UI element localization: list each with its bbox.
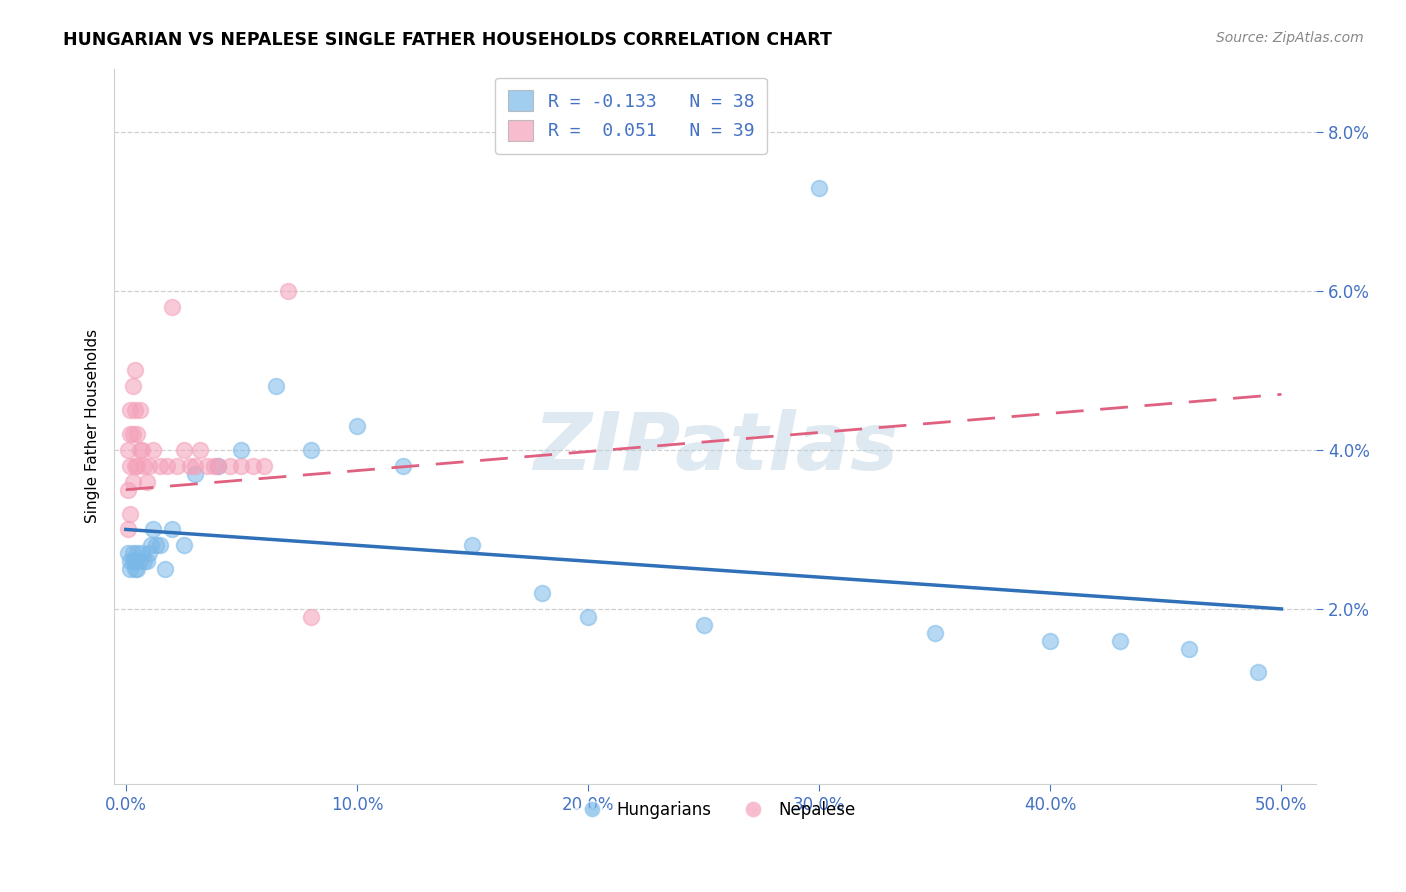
Point	[173, 442, 195, 457]
Text: ZIPatlas: ZIPatlas	[533, 409, 897, 486]
Point	[127, 427, 149, 442]
Point	[692, 617, 714, 632]
Point	[145, 538, 167, 552]
Point	[117, 442, 139, 457]
Point	[124, 363, 146, 377]
Point	[120, 403, 142, 417]
Point	[173, 538, 195, 552]
Point	[392, 458, 415, 473]
Point	[124, 562, 146, 576]
Point	[808, 180, 831, 194]
Point	[160, 300, 183, 314]
Point	[149, 458, 172, 473]
Point	[156, 458, 179, 473]
Point	[138, 546, 160, 560]
Point	[120, 458, 142, 473]
Point	[277, 284, 299, 298]
Point	[120, 554, 142, 568]
Point	[207, 458, 229, 473]
Point	[127, 546, 149, 560]
Point	[131, 546, 153, 560]
Point	[461, 538, 484, 552]
Text: HUNGARIAN VS NEPALESE SINGLE FATHER HOUSEHOLDS CORRELATION CHART: HUNGARIAN VS NEPALESE SINGLE FATHER HOUS…	[63, 31, 832, 49]
Point	[124, 403, 146, 417]
Point	[138, 458, 160, 473]
Text: Source: ZipAtlas.com: Source: ZipAtlas.com	[1216, 31, 1364, 45]
Point	[184, 458, 207, 473]
Point	[242, 458, 264, 473]
Point	[153, 562, 176, 576]
Point	[141, 538, 163, 552]
Point	[120, 427, 142, 442]
Point	[124, 554, 146, 568]
Point	[121, 379, 143, 393]
Point	[231, 442, 253, 457]
Point	[134, 554, 156, 568]
Point	[127, 458, 149, 473]
Point	[121, 554, 143, 568]
Point	[134, 458, 156, 473]
Point	[1108, 633, 1130, 648]
Point	[142, 523, 165, 537]
Point	[121, 427, 143, 442]
Point	[117, 546, 139, 560]
Point	[1247, 665, 1270, 680]
Point	[121, 546, 143, 560]
Point	[166, 458, 188, 473]
Point	[117, 523, 139, 537]
Point	[135, 475, 157, 489]
Point	[264, 379, 287, 393]
Point	[128, 554, 150, 568]
Point	[231, 458, 253, 473]
Point	[207, 458, 229, 473]
Point	[131, 442, 153, 457]
Point	[1178, 641, 1201, 656]
Point	[127, 562, 149, 576]
Point	[299, 610, 322, 624]
Legend: Hungarians, Nepalese: Hungarians, Nepalese	[568, 794, 862, 825]
Point	[179, 458, 201, 473]
Point	[124, 458, 146, 473]
Point	[576, 610, 599, 624]
Point	[346, 419, 368, 434]
Point	[195, 458, 218, 473]
Point	[149, 538, 172, 552]
Point	[299, 442, 322, 457]
Point	[120, 562, 142, 576]
Point	[924, 625, 946, 640]
Point	[530, 586, 553, 600]
Y-axis label: Single Father Households: Single Father Households	[86, 329, 100, 524]
Point	[218, 458, 240, 473]
Point	[120, 507, 142, 521]
Point	[128, 442, 150, 457]
Point	[135, 554, 157, 568]
Point	[160, 523, 183, 537]
Point	[1039, 633, 1062, 648]
Point	[128, 403, 150, 417]
Point	[253, 458, 276, 473]
Point	[121, 475, 143, 489]
Point	[202, 458, 225, 473]
Point	[142, 442, 165, 457]
Point	[117, 483, 139, 497]
Point	[184, 467, 207, 481]
Point	[188, 442, 211, 457]
